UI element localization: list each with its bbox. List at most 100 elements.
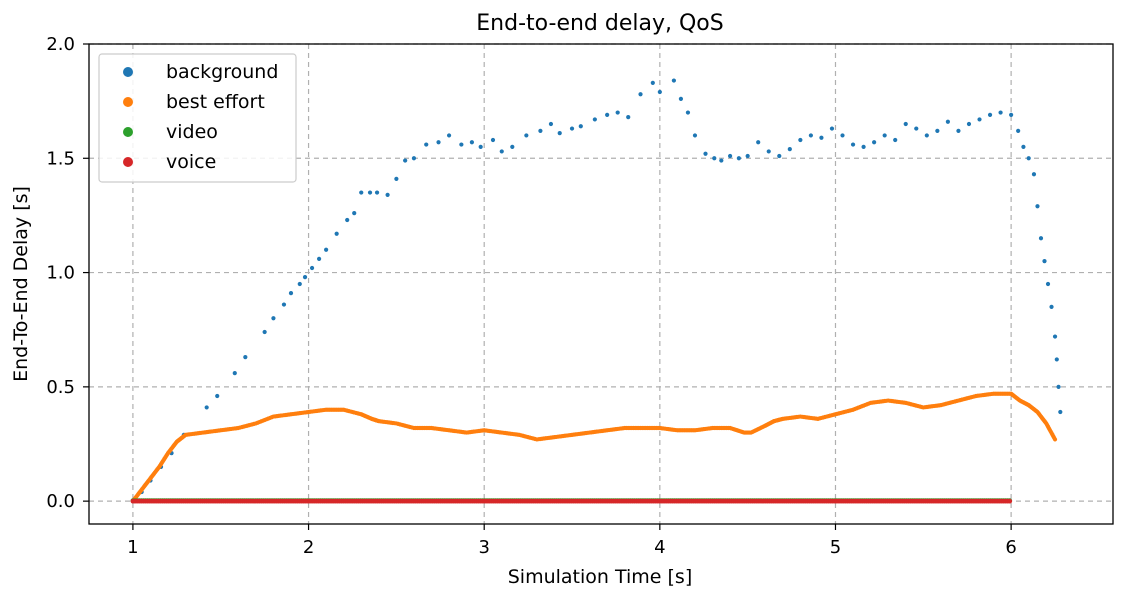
point-background [736, 156, 741, 161]
point-background [297, 281, 302, 287]
point-background [987, 112, 993, 117]
point-background [345, 217, 350, 223]
point-background [777, 153, 782, 159]
point-best-effort [1052, 437, 1058, 442]
point-background [756, 140, 761, 145]
point-background [374, 190, 380, 195]
point-background [638, 92, 643, 97]
point-background [569, 126, 575, 131]
point-background [1035, 204, 1040, 209]
point-background [914, 126, 919, 131]
point-background [281, 302, 287, 307]
point-background [966, 121, 972, 127]
point-background [243, 355, 248, 360]
y-tick-label: 1.0 [46, 263, 75, 284]
x-tick-label: 2 [303, 537, 314, 558]
plot-area [130, 78, 1063, 504]
chart-title: End-to-end delay, QoS [476, 11, 723, 36]
point-background [578, 124, 583, 129]
point-background [411, 156, 417, 161]
point-background [787, 147, 792, 152]
point-background [302, 275, 308, 280]
point-background [893, 137, 898, 143]
point-background [1031, 172, 1037, 177]
x-tick-label: 5 [830, 537, 841, 558]
point-background [271, 316, 276, 321]
point-background [436, 140, 441, 145]
point-background [850, 142, 856, 147]
point-background [998, 110, 1003, 115]
point-background [924, 133, 929, 138]
point-background [510, 144, 515, 149]
point-background [671, 78, 676, 83]
y-tick-label: 2.0 [46, 34, 75, 55]
point-background [956, 128, 961, 133]
point-background [1026, 156, 1031, 161]
point-background [977, 117, 982, 122]
point-background [232, 371, 237, 376]
point-background [1052, 334, 1058, 339]
point-background [316, 256, 322, 261]
point-background [685, 110, 691, 115]
legend-items: background best effort video voice [123, 61, 278, 173]
point-background [459, 142, 464, 147]
point-background [1049, 304, 1054, 309]
point-background [352, 211, 357, 216]
point-background [1045, 281, 1051, 287]
point-background [403, 158, 408, 163]
point-background [945, 119, 950, 124]
y-tick-label: 1.5 [46, 148, 75, 169]
point-background [819, 135, 824, 140]
legend-label-video: video [166, 121, 218, 143]
point-background [548, 121, 554, 127]
point-background [204, 405, 209, 410]
point-background [424, 142, 429, 147]
point-background [882, 133, 887, 138]
point-background [288, 291, 294, 296]
legend-marker-background [123, 67, 133, 77]
x-tick-label: 6 [1005, 537, 1016, 558]
point-background [903, 121, 908, 127]
point-background [745, 153, 750, 159]
point-background [359, 190, 364, 195]
legend-marker-voice [123, 157, 133, 167]
axis-ticks: 1 2 3 4 5 6 0.0 0.5 1.0 1.5 2.0 [46, 34, 1016, 558]
legend-marker-best-effort [123, 97, 133, 107]
legend-box [98, 53, 297, 183]
point-background [712, 156, 717, 161]
legend-label-best-effort: best effort [166, 91, 265, 113]
axes-frame [88, 43, 1114, 525]
legend: background best effort video voice [98, 53, 297, 183]
point-background [1038, 236, 1044, 241]
legend-label-background: background [166, 61, 278, 83]
point-background [872, 140, 877, 145]
x-tick-label: 4 [654, 537, 665, 558]
point-background [829, 126, 835, 131]
point-background [538, 128, 543, 133]
point-background [592, 117, 597, 122]
point-background [808, 133, 813, 138]
point-background [367, 190, 373, 195]
legend-label-voice: voice [166, 151, 216, 173]
point-background [840, 133, 845, 138]
point-background [605, 112, 610, 117]
point-background [394, 176, 399, 181]
y-axis-label: End-To-End Delay [s] [10, 186, 32, 382]
point-background [1021, 144, 1026, 149]
y-tick-label: 0.0 [46, 491, 75, 512]
point-background [524, 133, 529, 138]
point-background [215, 393, 220, 399]
x-tick-label: 3 [478, 537, 489, 558]
point-background [657, 89, 662, 95]
x-tick-label: 1 [127, 537, 138, 558]
point-background [446, 133, 452, 138]
series-best-effort [130, 391, 1058, 504]
point-background [626, 115, 631, 120]
point-background [385, 192, 390, 197]
point-background [703, 151, 708, 156]
legend-marker-video [123, 127, 133, 137]
point-background [692, 133, 698, 138]
y-tick-label: 0.5 [46, 377, 75, 398]
point-background [1016, 128, 1021, 133]
